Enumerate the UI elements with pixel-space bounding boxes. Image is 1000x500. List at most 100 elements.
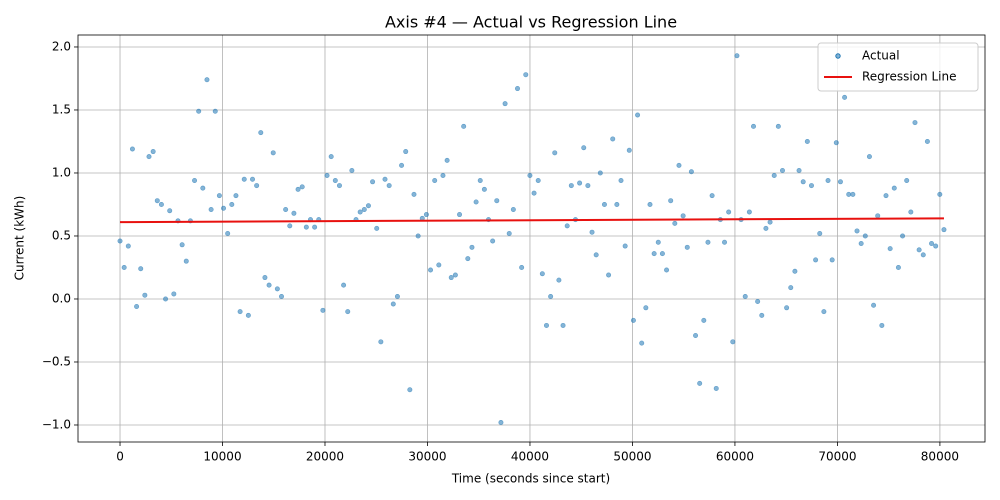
data-point — [539, 271, 545, 277]
data-point — [461, 123, 467, 129]
data-point — [635, 112, 641, 118]
data-point — [784, 305, 790, 311]
data-point — [254, 183, 260, 189]
data-point — [726, 209, 732, 215]
data-point — [879, 322, 885, 328]
data-point — [428, 267, 434, 273]
data-point — [303, 224, 309, 230]
data-point — [204, 77, 210, 83]
data-point — [751, 123, 757, 129]
data-point — [680, 213, 686, 219]
data-point — [606, 272, 612, 278]
data-point — [676, 162, 682, 168]
data-point — [904, 178, 910, 184]
data-point — [858, 241, 864, 247]
data-point — [291, 210, 297, 216]
data-point — [730, 339, 736, 345]
plot-frame — [77, 34, 986, 443]
data-point — [208, 207, 214, 213]
data-point — [283, 207, 289, 213]
data-point — [647, 201, 653, 207]
data-point — [552, 150, 558, 156]
data-point — [490, 238, 496, 244]
data-point — [341, 282, 347, 288]
data-point — [324, 172, 330, 178]
data-point — [407, 387, 413, 393]
data-point — [767, 219, 773, 225]
data-point — [763, 225, 769, 231]
x-tick-label: 50000 — [613, 450, 651, 464]
data-point — [163, 296, 169, 302]
data-point — [759, 312, 765, 318]
x-tick-label: 60000 — [716, 450, 754, 464]
data-point — [659, 251, 665, 257]
data-point — [498, 419, 504, 425]
data-point — [556, 277, 562, 283]
data-point — [212, 108, 218, 114]
data-point — [564, 223, 570, 229]
data-point — [382, 176, 388, 182]
data-point — [862, 233, 868, 239]
data-point — [655, 239, 661, 245]
data-point — [850, 191, 856, 197]
data-point — [378, 339, 384, 345]
data-point — [320, 307, 326, 313]
data-point — [287, 223, 293, 229]
data-point — [622, 243, 628, 249]
data-point — [713, 385, 719, 391]
data-point — [672, 220, 678, 226]
data-point — [912, 120, 918, 126]
data-point — [440, 172, 446, 178]
y-tick-label: −0.5 — [42, 354, 71, 368]
data-point — [527, 172, 533, 178]
data-point — [854, 228, 860, 234]
y-axis-label: Current (kWh) — [13, 196, 27, 281]
data-point — [734, 53, 740, 59]
data-point — [502, 101, 508, 107]
data-point — [688, 169, 694, 175]
data-point — [825, 178, 831, 184]
legend-label: Regression Line — [862, 70, 956, 84]
legend-box — [817, 42, 979, 92]
data-point — [891, 185, 897, 191]
data-point — [138, 266, 144, 272]
data-point — [833, 140, 839, 146]
data-point — [399, 162, 405, 168]
data-point — [614, 201, 620, 207]
y-tick-label: 2.0 — [52, 39, 71, 53]
data-point — [597, 170, 603, 176]
data-point — [312, 224, 318, 230]
legend: Actual Regression Line — [817, 42, 979, 92]
data-point — [593, 252, 599, 258]
data-point — [684, 244, 690, 250]
data-point — [871, 302, 877, 308]
data-point — [630, 317, 636, 323]
data-point — [543, 322, 549, 328]
data-point — [519, 264, 525, 270]
data-point — [924, 138, 930, 144]
data-point — [581, 145, 587, 151]
data-point — [837, 179, 843, 185]
chart-title: Axis #4 — Actual vs Regression Line — [385, 13, 677, 32]
data-point — [146, 154, 152, 160]
legend-marker — [835, 53, 841, 59]
data-point — [237, 309, 243, 315]
data-point — [436, 262, 442, 268]
data-point — [887, 246, 893, 252]
data-point — [788, 285, 794, 291]
data-point — [895, 264, 901, 270]
y-tick-label: 0.5 — [52, 228, 71, 242]
data-point — [771, 172, 777, 178]
data-point — [535, 178, 541, 184]
data-point — [585, 183, 591, 189]
data-point — [394, 293, 400, 299]
data-point — [866, 154, 872, 160]
data-point — [494, 198, 500, 204]
data-point — [192, 178, 198, 184]
x-tick-label: 30000 — [408, 450, 446, 464]
data-point — [664, 267, 670, 273]
data-point — [929, 241, 935, 247]
data-point — [933, 243, 939, 249]
data-point — [349, 167, 355, 173]
x-tick-label: 80000 — [921, 450, 959, 464]
